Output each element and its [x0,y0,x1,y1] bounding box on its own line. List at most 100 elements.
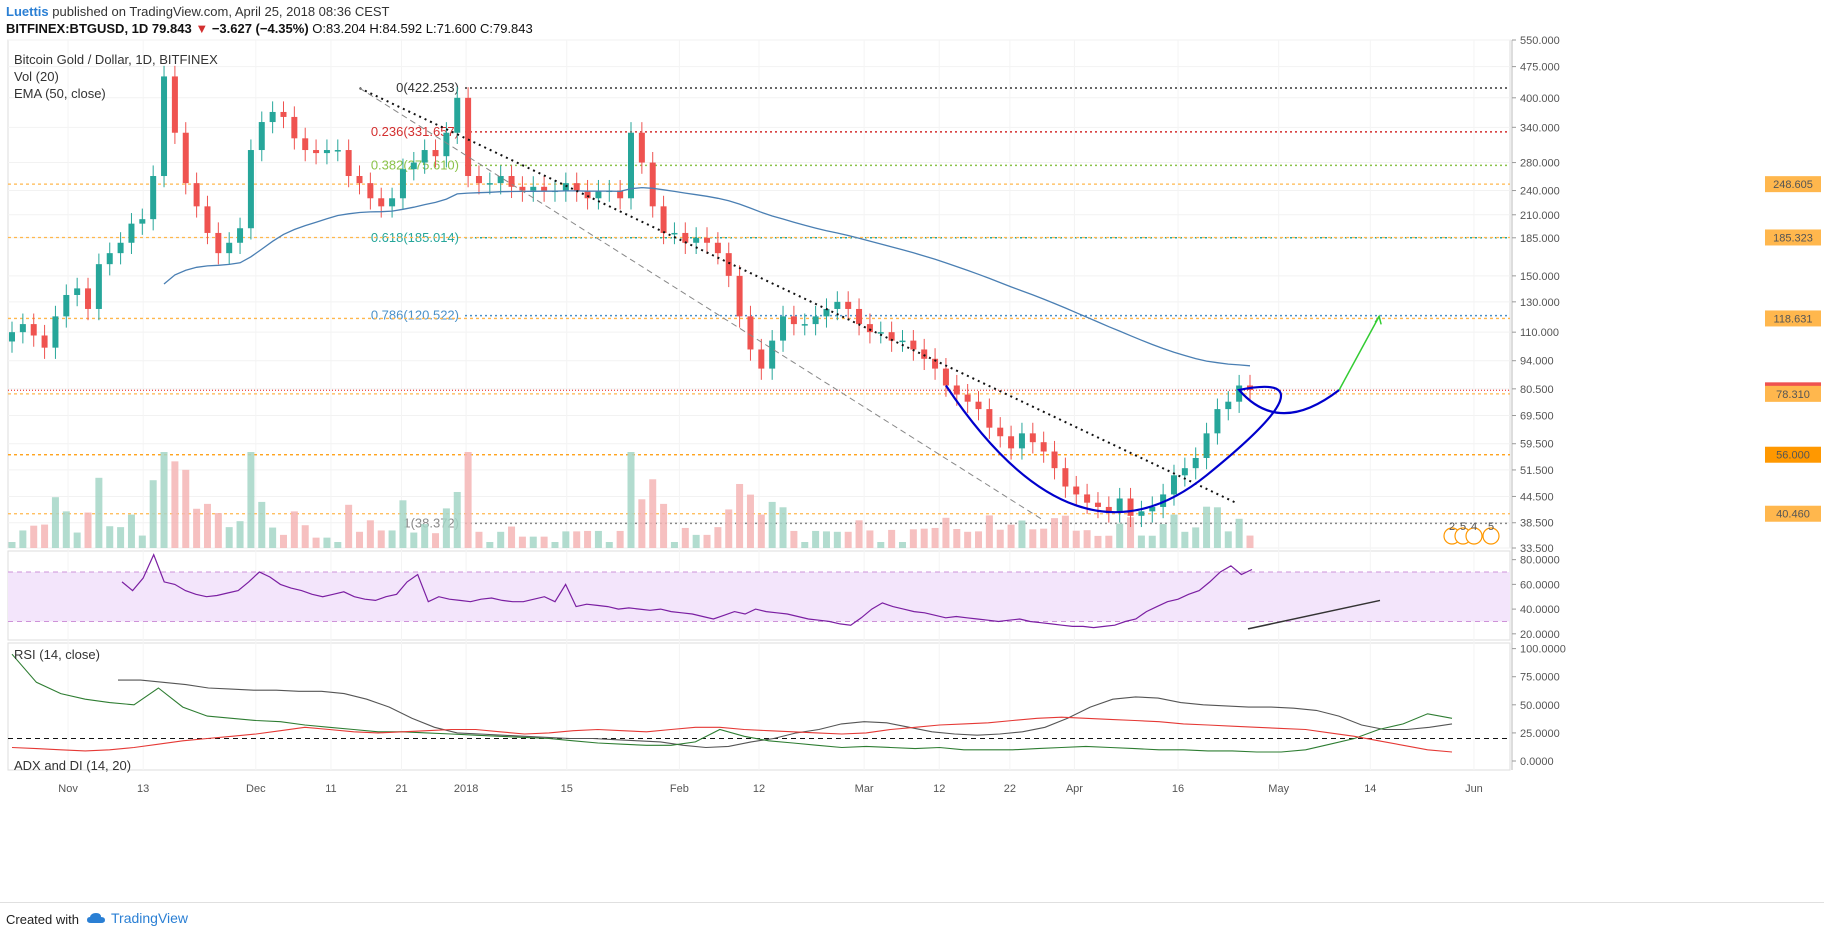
volume-bar [1159,524,1167,548]
candle-body [378,198,385,207]
candle-body [530,186,537,191]
price-badge-label: 78.310 [1776,389,1810,401]
price-tick-label: 51.500 [1520,465,1554,477]
price-tick-label: 400.000 [1520,93,1560,105]
volume-bar [203,503,211,548]
volume-bar [725,509,733,548]
volume-bar [888,529,896,548]
price-tick-label: 59.500 [1520,439,1554,451]
candle-body [454,97,461,133]
price-tick-label: 150.000 [1520,271,1560,283]
price-badge [1765,310,1821,327]
candle-body [399,169,406,199]
volume-bar [562,531,570,548]
price-badge-label: 185.323 [1773,232,1813,244]
candle-body [888,332,895,341]
date-tick-label: May [1268,783,1289,795]
volume-bar [638,499,646,548]
cloud-icon [87,913,105,923]
volume-bar [1137,535,1145,548]
candle-body [1138,511,1145,516]
author-link[interactable]: Luettis [6,4,49,19]
volume-bar [388,530,396,548]
volume-bar [964,531,972,548]
candle-body [74,288,81,295]
volume-bar [1213,507,1221,548]
volume-bar [551,542,559,548]
volume-bar [1083,530,1091,548]
candle-body [30,324,37,336]
volume-bar [182,469,190,548]
volume-bar [573,531,581,548]
price-badge [1765,385,1821,402]
candle-body [106,253,113,265]
fib-level-label: 0.236(331.657) [371,124,459,139]
price-tick-label: 240.000 [1520,186,1560,198]
volume-bar [508,526,516,548]
volume-indicator-label: Vol (20) [14,69,59,84]
date-tick-label: Nov [58,783,78,795]
volume-bar [1127,517,1135,548]
cup-handle-curve [945,384,1340,514]
volume-bar [377,530,385,548]
candle-body [323,150,330,154]
price-badge [1765,446,1821,463]
volume-bar [942,517,950,548]
candle-body [313,150,320,154]
volume-bar [8,542,16,548]
volume-bar [323,537,331,548]
candle-body [1192,457,1199,469]
candle-body [823,308,830,317]
volume-bar [312,537,320,548]
ema-line [163,186,1251,367]
volume-bar [1061,515,1069,548]
volume-bar [160,452,168,548]
candle-body [204,206,211,233]
candle-body [1040,442,1047,452]
volume-bar [356,531,364,548]
candle-body [52,316,59,348]
volume-bar [703,534,711,548]
candle-body [475,176,482,184]
volume-bar [1116,523,1124,548]
event-marker-icon [1465,527,1483,545]
last-price: 79.843 [151,21,192,36]
chart-svg: 550.000475.000400.000340.000280.000240.0… [7,35,1821,795]
date-tick-label: 13 [137,783,149,795]
candle-body [1181,468,1188,476]
candle-body [964,394,971,402]
candle-body [628,132,634,199]
volume-bar [1192,527,1200,548]
price-badge [1765,176,1821,193]
candle-body [215,232,222,254]
volume-bar [334,542,342,548]
adx-tick-label: 50.0000 [1520,700,1560,712]
candle-body [95,264,102,309]
symbol-line: BITFINEX:BTGUSD, 1D 79.843 ▼ −3.627 (−4.… [6,21,533,36]
candle-body [942,368,949,386]
event-marker-label: 2 [1449,521,1455,533]
tradingview-brand[interactable]: TradingView [86,910,188,926]
price-tick-label: 130.000 [1520,297,1560,309]
volume-bar [366,520,374,548]
candle-body [1225,401,1232,410]
volume-bar [442,508,450,548]
date-tick-label: Mar [855,783,874,795]
candle-body [921,349,928,359]
volume-bar [117,527,125,548]
candle-body [845,301,852,309]
candle-body [997,427,1004,437]
candle-body [834,301,841,309]
candle-body [638,132,645,163]
candle-body [986,409,993,428]
ohlc-values: O:83.204 H:84.592 L:71.600 C:79.843 [312,21,533,36]
adx-series-line [11,653,1453,753]
volume-bar [290,511,298,548]
volume-bar [518,536,526,548]
adx-tick-label: 0.0000 [1520,756,1554,768]
volume-bar [475,531,483,548]
projection-line [1338,316,1380,391]
publish-line: Luettis published on TradingView.com, Ap… [6,4,390,19]
volume-bar [19,530,27,548]
candle-body [171,76,178,133]
